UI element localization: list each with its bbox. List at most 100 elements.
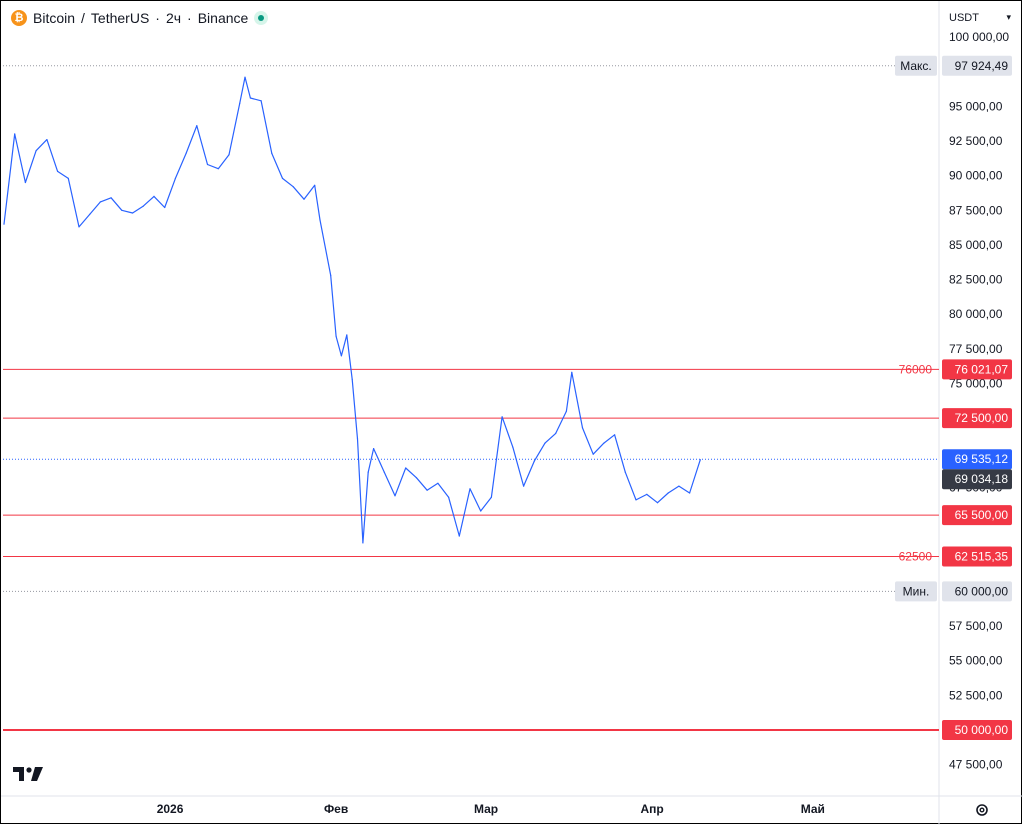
price-badge-label: 69 535,12 [955, 452, 1009, 466]
price-point [533, 460, 535, 462]
price-point [99, 201, 101, 203]
price-point [206, 163, 209, 166]
price-point [271, 152, 273, 154]
price-point [244, 76, 246, 78]
price-series-line[interactable] [3, 76, 701, 544]
price-point [405, 467, 407, 469]
price-tick-label: 77 500,00 [949, 342, 1003, 356]
price-point [46, 139, 48, 141]
price-point [614, 434, 616, 436]
side-label-bg [895, 55, 937, 76]
price-point [656, 502, 659, 504]
price-point [132, 212, 134, 214]
price-tick-label: 82 500,00 [949, 273, 1003, 287]
price-point [196, 125, 198, 127]
price-point [142, 205, 144, 207]
price-point [228, 154, 230, 156]
side-label: Макс. [900, 59, 932, 73]
price-badge-label: 69 034,18 [955, 472, 1009, 486]
time-tick-label: Май [801, 802, 825, 816]
side-label: 62500 [899, 550, 933, 564]
price-badge-label: 50 000,00 [955, 723, 1009, 737]
price-badge[interactable] [942, 449, 1012, 470]
price-badge-label: 97 924,49 [955, 59, 1009, 73]
price-point [678, 485, 680, 487]
price-point [303, 198, 305, 200]
price-point [544, 442, 546, 444]
price-badge[interactable] [942, 408, 1012, 429]
price-point [415, 477, 417, 479]
price-point [448, 496, 450, 498]
price-point [78, 226, 80, 228]
interval-label: 2ч [165, 10, 182, 26]
price-point [635, 499, 637, 501]
symbol-legend[interactable]: ₿ Bitcoin / TetherUS · 2ч · Binance [11, 8, 269, 28]
price-point [689, 492, 691, 494]
chevron-down-icon: ▾ [1006, 12, 1011, 22]
price-point [512, 446, 514, 448]
price-point [57, 170, 59, 172]
price-point [340, 355, 342, 357]
price-point [330, 274, 332, 276]
settings-button[interactable] [969, 798, 995, 822]
price-tick-label: 55 000,00 [949, 654, 1003, 668]
legend-separator: / [81, 10, 85, 26]
price-point [249, 97, 251, 99]
price-badge-label: 60 000,00 [955, 584, 1009, 598]
quote-name: TetherUS [90, 10, 150, 26]
price-point [667, 492, 669, 494]
price-point [239, 102, 241, 105]
currency-value: USDT [949, 11, 979, 24]
price-point [383, 471, 385, 473]
price-tick-label: 75 000,00 [949, 377, 1003, 391]
market-status-icon[interactable] [254, 11, 269, 25]
legend-separator: · [155, 10, 160, 26]
legend-separator: · [187, 10, 192, 26]
price-badge[interactable] [942, 581, 1012, 602]
price-badge[interactable] [942, 359, 1012, 380]
price-point [14, 133, 16, 135]
price-point [480, 510, 482, 512]
price-point [3, 223, 5, 225]
price-badge-label: 62 515,35 [955, 550, 1009, 564]
tradingview-logo-icon[interactable] [13, 765, 45, 783]
price-tick-label: 92 500,00 [949, 134, 1003, 148]
price-badge[interactable] [942, 55, 1012, 76]
price-point [292, 186, 294, 188]
price-point [67, 177, 69, 179]
price-point [565, 410, 568, 412]
price-point [624, 471, 626, 473]
price-point [35, 150, 37, 152]
side-label: 76000 [899, 362, 933, 376]
price-point [581, 427, 584, 429]
price-point [217, 168, 219, 170]
price-point [373, 448, 375, 450]
price-point [437, 482, 439, 484]
price-tick-label: 52 500,00 [949, 688, 1003, 702]
price-point [426, 489, 428, 491]
price-point [356, 438, 359, 440]
price-badge-label: 65 500,00 [955, 508, 1009, 522]
price-point [24, 181, 26, 184]
price-badge[interactable] [942, 505, 1012, 526]
price-point [281, 177, 284, 179]
price-badge[interactable] [942, 469, 1012, 490]
price-point [362, 542, 364, 544]
price-tick-label: 87 500,00 [949, 203, 1003, 217]
price-badge[interactable] [942, 720, 1012, 740]
price-tick-label: 95 000,00 [949, 99, 1003, 113]
price-point [394, 495, 396, 497]
gear-icon [976, 804, 988, 816]
time-tick-label: 2026 [157, 802, 184, 816]
price-point [469, 488, 471, 490]
price-tick-label: 100 000,00 [949, 30, 1009, 44]
price-tick-label: 80 000,00 [949, 307, 1003, 321]
price-tick-label: 47 500,00 [949, 758, 1003, 772]
currency-select[interactable]: USDT ▾ [941, 1, 1021, 34]
price-point [490, 496, 492, 498]
exchange-name: Binance [197, 10, 249, 26]
price-point [523, 485, 525, 487]
price-badge[interactable] [942, 546, 1012, 567]
price-point [314, 184, 316, 186]
